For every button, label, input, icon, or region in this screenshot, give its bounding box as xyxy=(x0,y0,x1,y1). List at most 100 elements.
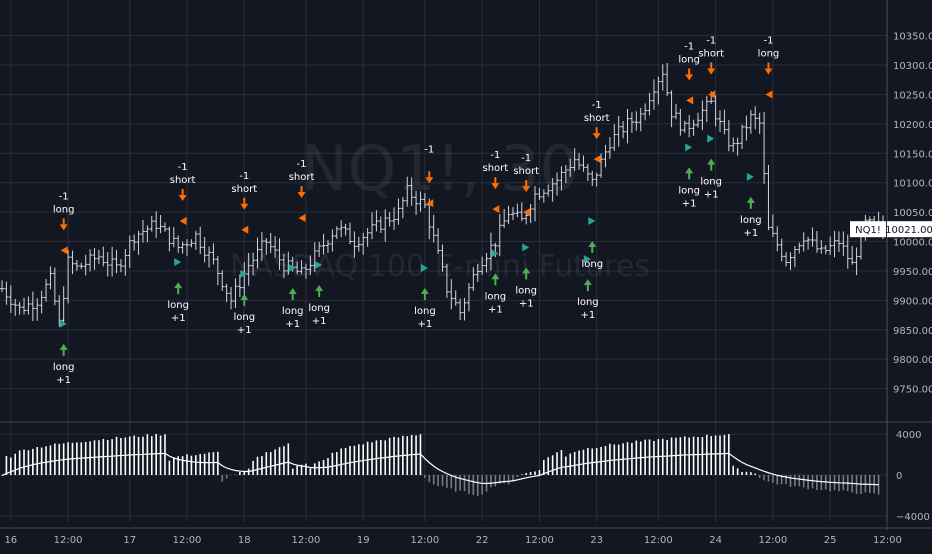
price-bar xyxy=(237,274,242,297)
long-entry-marker xyxy=(707,134,715,143)
price-bar xyxy=(22,297,27,315)
long-arrow-head xyxy=(240,293,249,300)
short-arrow-head xyxy=(522,186,531,193)
y-tick-label: 10250.00 xyxy=(893,90,932,101)
price-bar xyxy=(229,286,234,310)
short-signal: long -1 xyxy=(53,191,75,255)
long-entry-marker xyxy=(420,264,428,272)
price-bar xyxy=(784,252,789,267)
signal-qty: +1 xyxy=(743,228,758,239)
price-bar xyxy=(277,238,282,270)
price-bar xyxy=(171,227,176,248)
signal-qty: -1 xyxy=(490,150,500,161)
signal-qty: -1 xyxy=(239,171,249,182)
price-bar xyxy=(444,264,449,298)
price-bar xyxy=(762,111,767,184)
price-bar xyxy=(70,250,75,275)
short-arrow-head xyxy=(707,68,716,75)
osc-tick-label: 4000 xyxy=(896,430,921,441)
y-tick-label: 10100.00 xyxy=(893,179,932,190)
y-tick-label: 9800.00 xyxy=(893,355,932,366)
price-bar xyxy=(207,246,212,268)
long-entry-marker xyxy=(583,255,591,264)
long-arrow-head xyxy=(746,196,755,203)
price-bar xyxy=(361,232,366,255)
price-bar xyxy=(577,152,582,170)
signal-label: long xyxy=(678,54,700,65)
y-tick-label: 9750.00 xyxy=(893,385,932,396)
long-entry-marker xyxy=(174,258,182,267)
price-bar xyxy=(713,95,718,127)
price-bar xyxy=(625,108,630,144)
price-bar xyxy=(48,266,53,290)
short-entry-marker xyxy=(765,90,773,99)
signal-label: long xyxy=(581,259,603,270)
price-bar xyxy=(757,112,762,135)
signal-label: short xyxy=(231,184,257,195)
short-arrow-head xyxy=(425,177,434,184)
y-tick-label: 9850.00 xyxy=(893,326,932,337)
osc-tick-label: −4000 xyxy=(896,512,930,523)
price-bar xyxy=(691,119,696,136)
price-bar xyxy=(480,256,485,275)
price-bar xyxy=(325,239,330,254)
price-bar xyxy=(695,112,700,128)
price-bar xyxy=(343,223,348,236)
x-tick-label: 23 xyxy=(590,535,603,546)
oscillator-signal-line xyxy=(1,452,879,486)
price-bar xyxy=(308,255,313,276)
price-bar xyxy=(105,252,110,277)
long-arrow-head xyxy=(707,158,716,165)
signal-qty: -1 xyxy=(706,35,716,46)
signal-label: long xyxy=(167,300,189,311)
price-bar xyxy=(585,163,590,182)
y-tick-label: 10150.00 xyxy=(893,149,932,160)
price-bar xyxy=(656,76,661,105)
price-bar xyxy=(418,191,423,212)
signal-qty: +1 xyxy=(171,313,186,324)
price-bar xyxy=(823,244,828,255)
price-bar xyxy=(392,207,397,230)
price-bar xyxy=(198,226,203,255)
short-arrow-head xyxy=(240,203,249,210)
price-bar xyxy=(264,237,269,255)
price-bar xyxy=(303,263,308,279)
price-bar xyxy=(572,148,577,171)
price-bar xyxy=(13,298,18,316)
signal-qty: +1 xyxy=(682,198,697,209)
price-bar xyxy=(612,124,617,152)
price-bar xyxy=(673,103,678,120)
price-bars xyxy=(0,63,885,327)
signal-label: long xyxy=(53,204,75,215)
price-bar xyxy=(458,298,463,321)
price-bar xyxy=(788,252,793,271)
price-bar xyxy=(96,249,101,264)
short-entry-marker xyxy=(241,225,249,234)
price-bar xyxy=(484,253,489,273)
price-bar xyxy=(515,203,520,218)
short-signal: short -1 xyxy=(289,159,314,222)
price-bar xyxy=(462,297,467,321)
price-bar xyxy=(634,111,639,131)
price-bar xyxy=(330,229,335,252)
price-bar xyxy=(193,230,198,250)
short-arrow-head xyxy=(178,194,187,201)
price-bar xyxy=(726,120,731,152)
price-bar xyxy=(651,79,656,110)
y-tick-label: 9950.00 xyxy=(893,267,932,278)
long-entry-marker xyxy=(522,243,530,252)
price-bar xyxy=(52,267,57,306)
signal-qty: -1 xyxy=(178,162,188,173)
long-arrow-head xyxy=(288,288,297,294)
price-bar xyxy=(836,231,841,252)
long-signal: long +1 xyxy=(577,255,599,321)
signal-label: short xyxy=(698,48,724,59)
price-bar xyxy=(541,189,546,203)
price-bar xyxy=(132,234,137,251)
price-bar xyxy=(801,232,806,252)
price-bar xyxy=(39,290,44,314)
price-bar xyxy=(101,246,106,267)
y-tick-label: 10350.00 xyxy=(893,32,932,43)
